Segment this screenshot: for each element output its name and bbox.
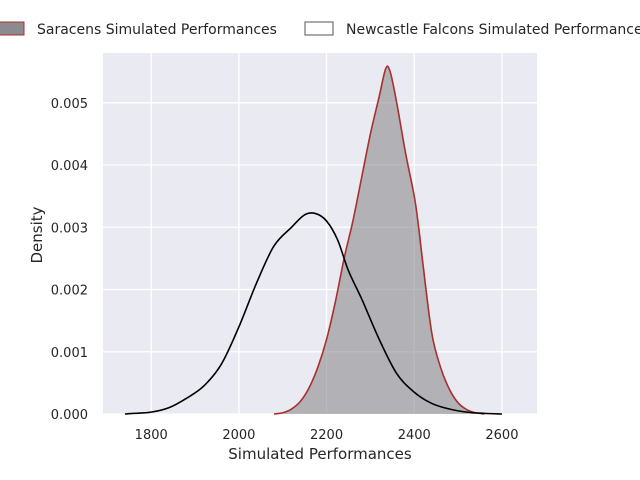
legend-label-newcastle: Newcastle Falcons Simulated Performances	[346, 22, 640, 38]
series-group	[124, 65, 502, 415]
y-tick-label-0: 0.000	[51, 408, 88, 423]
legend: Saracens Simulated Performances Newcastl…	[0, 21, 640, 38]
y-tick-label-2: 0.002	[51, 284, 88, 299]
y-tick-label-4: 0.004	[51, 159, 88, 174]
series-line-1	[124, 212, 502, 415]
series-area-0	[273, 66, 485, 415]
x-tick-label-3: 2400	[398, 428, 431, 443]
x-tick-labels: 1800 2000 2200 2400 2600	[135, 428, 519, 443]
y-tick-label-1: 0.001	[51, 346, 88, 361]
x-tick-label-1: 2000	[222, 428, 255, 443]
legend-label-saracens: Saracens Simulated Performances	[37, 22, 277, 38]
x-tick-label-2: 2200	[310, 428, 343, 443]
y-tick-label-5: 0.005	[51, 97, 88, 112]
grid-lines	[103, 53, 537, 415]
plot-background	[103, 53, 537, 414]
legend-swatch-saracens	[0, 21, 25, 36]
y-tick-label-3: 0.003	[51, 221, 88, 236]
x-tick-label-0: 1800	[135, 428, 168, 443]
y-tick-labels: 0.000 0.001 0.002 0.003 0.004 0.005	[51, 97, 88, 423]
legend-swatch-newcastle	[304, 21, 334, 36]
y-axis-label: Density	[28, 206, 46, 263]
series-line-0	[273, 65, 485, 415]
x-axis-label: Simulated Performances	[228, 445, 412, 463]
x-tick-label-4: 2600	[485, 428, 518, 443]
